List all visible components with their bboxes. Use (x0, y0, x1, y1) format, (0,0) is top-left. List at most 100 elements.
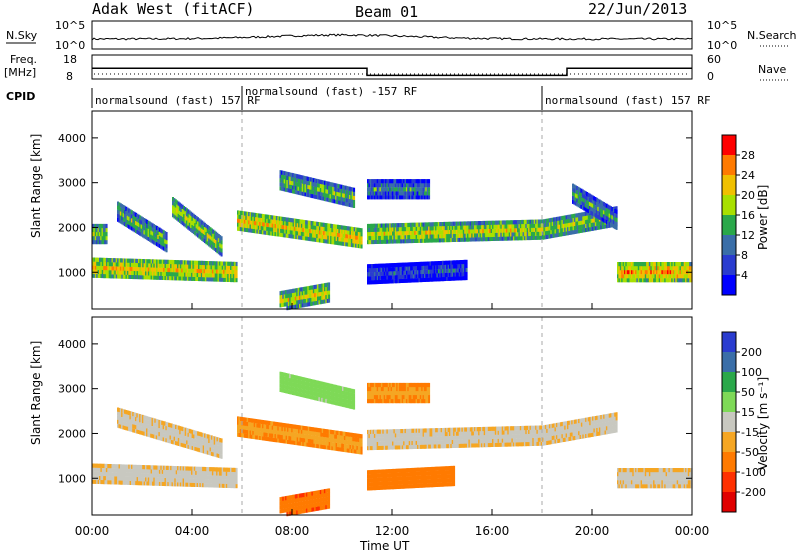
echo-cell (131, 262, 133, 267)
echo-cell (680, 274, 683, 279)
echo-cell (385, 187, 388, 192)
echo-cell (136, 481, 139, 486)
echo-cell (676, 270, 679, 275)
echo-cell (572, 218, 575, 223)
echo-cell (263, 230, 266, 235)
echo-cell (278, 426, 281, 431)
echo-cell (179, 442, 182, 447)
echo-cell (419, 261, 422, 266)
echo-cell (176, 433, 179, 438)
echo-cell (287, 180, 290, 185)
echo-cell (595, 197, 598, 202)
echo-cell (184, 431, 187, 436)
echo-cell (680, 266, 683, 271)
echo-cell (421, 187, 424, 192)
echo-cell (284, 225, 287, 230)
echo-cell (412, 191, 415, 196)
echo-cell (294, 296, 297, 301)
echo-cell (239, 214, 242, 220)
echo-cell (565, 215, 568, 220)
echo-cell (425, 234, 428, 239)
echo-cell (141, 427, 144, 432)
echo-cell (580, 212, 583, 217)
echo-cell (419, 269, 422, 275)
echo-cell (375, 271, 378, 277)
echo-cell (293, 226, 296, 231)
echo-cell (605, 219, 608, 225)
echo-cell (275, 430, 278, 435)
echo-cell (176, 200, 179, 205)
echo-cell (133, 412, 136, 417)
echo-cell (204, 445, 206, 450)
echo-cell (619, 266, 622, 271)
echo-cell (669, 274, 672, 279)
echo-cell (156, 267, 159, 272)
echo-cell (150, 263, 153, 268)
echo-cell (211, 479, 214, 484)
echo-cell (253, 229, 256, 234)
echo-cell (368, 183, 371, 188)
echo-cell (205, 240, 208, 245)
echo-cell (321, 234, 324, 239)
echo-cell (601, 217, 604, 222)
echo-cell (238, 210, 241, 215)
echo-cell (264, 436, 267, 441)
echo-cell (676, 262, 679, 267)
echo-cell (314, 178, 317, 183)
echo-cell (223, 475, 226, 480)
nsearch-tick-top: 10^5 (707, 19, 737, 32)
echo-cell (337, 184, 340, 189)
echo-cell (177, 205, 180, 210)
echo-cell (144, 427, 147, 432)
echo-cell (664, 274, 667, 279)
echo-cell (94, 236, 97, 241)
echo-cell (111, 480, 114, 485)
echo-cell (262, 424, 264, 429)
echo-cell (169, 423, 172, 428)
echo-cell (435, 222, 438, 227)
echo-cell (217, 261, 220, 266)
echo-cell (202, 479, 205, 484)
echo-cell (297, 178, 300, 183)
echo-cell (321, 222, 324, 227)
echo-cell (245, 219, 248, 224)
echo-cell (405, 191, 408, 196)
echo-cell (387, 191, 390, 196)
echo-cell (268, 219, 271, 224)
echo-cell (586, 208, 589, 213)
echo-cell (277, 228, 280, 233)
echo-cell (142, 259, 145, 264)
echo-cell (505, 232, 508, 237)
echo-cell (179, 482, 182, 487)
echo-cell (259, 229, 262, 234)
echo-cell (317, 222, 320, 227)
echo-cell (589, 227, 592, 232)
echo-cell (108, 480, 111, 485)
echo-cell (575, 229, 578, 234)
echo-cell (389, 227, 392, 232)
echo-cell (221, 483, 224, 488)
echo-cell (661, 266, 664, 271)
echo-cell (212, 440, 215, 445)
echo-cell (405, 270, 408, 275)
echo-cell (525, 227, 528, 233)
echo-cell (325, 295, 328, 300)
echo-cell (202, 441, 205, 446)
echo-cell (451, 272, 454, 277)
echo-cell (190, 219, 193, 224)
echo-cell (497, 220, 500, 225)
echo-cell (353, 227, 356, 232)
echo-cell (325, 185, 328, 190)
echo-cell (316, 237, 319, 243)
echo-cell (118, 468, 121, 473)
echo-cell (588, 201, 591, 206)
echo-cell (146, 420, 148, 425)
echo-cell (118, 206, 121, 211)
echo-cell (329, 182, 332, 187)
echo-cell (189, 478, 192, 483)
echo-cell (263, 226, 266, 231)
echo-cell (464, 237, 467, 242)
echo-cell (195, 216, 198, 221)
echo-cell (410, 191, 413, 196)
echo-cell (408, 270, 411, 275)
